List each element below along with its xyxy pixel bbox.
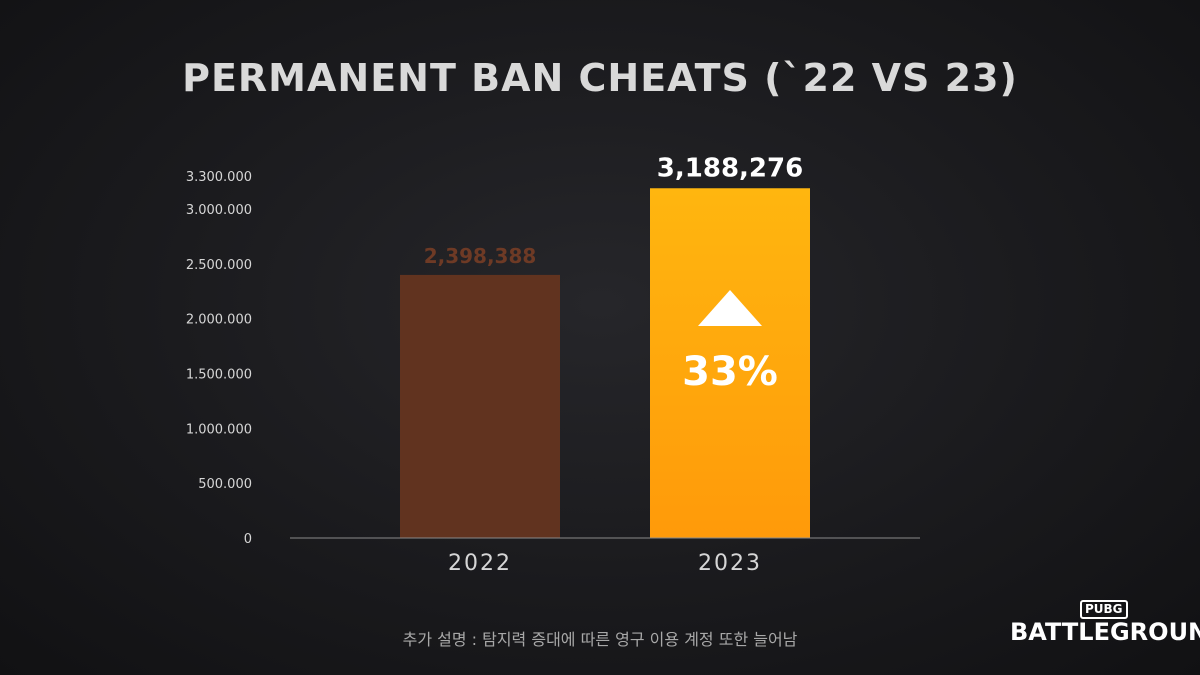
bar-2023 (650, 188, 810, 538)
y-tick-label: 1.000.000 (186, 422, 252, 437)
x-axis: 2022 2023 (290, 537, 920, 576)
y-tick-label: 3.000.000 (186, 203, 252, 218)
x-tick-label-2022: 2022 (448, 551, 512, 576)
y-tick-label: 500.000 (198, 477, 252, 492)
y-tick-label: 2.000.000 (186, 313, 252, 328)
chart-title: PERMANENT BAN CHEATS (`22 VS 23) (182, 56, 1018, 100)
footnote: 추가 설명 : 탐지력 증대에 따른 영구 이용 계정 또한 늘어남 (402, 630, 798, 649)
y-tick-label: 1.500.000 (186, 367, 252, 382)
up-triangle-icon (698, 290, 762, 326)
bars: 2,398,388 3,188,276 (400, 153, 810, 538)
y-tick-label: 3.300.000 (186, 170, 252, 185)
data-label-2022: 2,398,388 (424, 244, 537, 268)
percent-increase-label: 33% (682, 349, 778, 395)
data-label-2023: 3,188,276 (657, 153, 803, 183)
y-tick-label: 2.500.000 (186, 258, 252, 273)
logo-battlegrounds-text: BATTLEGROUNDS (1010, 618, 1200, 646)
x-tick-label-2023: 2023 (698, 551, 762, 576)
pubg-battlegrounds-logo: PUBG BATTLEGROUNDS (1010, 600, 1200, 660)
bar-2022 (400, 274, 560, 538)
y-axis: 0 500.000 1.000.000 1.500.000 2.000.000 2.500… (186, 170, 252, 547)
logo-pubg-text: PUBG (1080, 600, 1128, 619)
y-tick-label: 0 (244, 532, 252, 547)
increase-annotation: 33% (682, 290, 778, 395)
